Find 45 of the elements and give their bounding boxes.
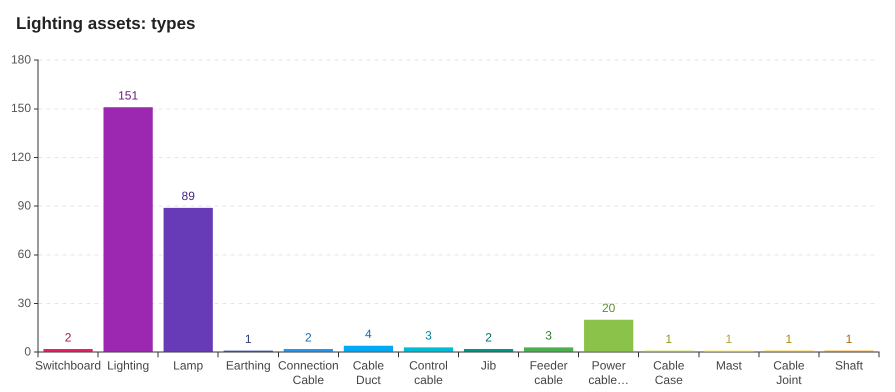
x-tick-label: Switchboard: [35, 358, 102, 373]
bar: [164, 208, 213, 352]
x-tick-label: Lamp: [173, 358, 204, 373]
x-tick-label: Lighting: [107, 358, 150, 373]
x-tick-label: Cable Joint: [773, 358, 805, 388]
bar: [584, 320, 634, 352]
data-label: 2: [485, 330, 492, 344]
data-label: 151: [118, 88, 138, 103]
data-label: 1: [725, 332, 732, 346]
x-tick-label: Cable Duct: [352, 358, 384, 388]
bar: [404, 347, 454, 352]
x-tick-label: Mast: [716, 358, 742, 373]
bar: [43, 348, 93, 352]
data-label: 1: [846, 332, 853, 346]
y-tick-label: 30: [18, 296, 32, 310]
y-tick-label: 120: [10, 150, 32, 164]
bar: [464, 348, 514, 352]
x-tick-label: Earthing: [226, 358, 271, 373]
data-label: 1: [786, 332, 793, 346]
bar: [284, 348, 333, 352]
data-label: 4: [365, 327, 372, 342]
x-tick-label: Cable Case: [653, 358, 685, 388]
y-tick-label: 180: [10, 52, 32, 67]
data-label: 1: [665, 332, 672, 346]
data-label: 2: [304, 330, 312, 344]
y-tick-label: 0: [24, 344, 32, 359]
data-label: 2: [64, 330, 72, 344]
data-label: 1: [244, 332, 252, 346]
x-tick-label: Connection Cable: [278, 358, 339, 388]
y-tick-label: 60: [18, 247, 32, 262]
x-tick-label: Control cable: [409, 358, 448, 388]
data-label: 89: [182, 189, 196, 204]
bar: [344, 346, 394, 352]
y-tick-label: 150: [10, 101, 32, 116]
bar: [524, 347, 574, 352]
x-tick-label: Power cable…: [588, 358, 630, 388]
y-tick-label: 90: [18, 198, 32, 213]
x-tick-label: Jib: [480, 358, 497, 373]
chart-title: Lighting assets: types: [16, 14, 196, 34]
x-tick-label: Shaft: [834, 358, 864, 373]
data-label: 3: [545, 328, 552, 343]
x-tick-label: Feeder cable: [530, 358, 568, 388]
data-label: 20: [602, 301, 616, 316]
bar: [104, 107, 153, 352]
data-label: 3: [425, 328, 432, 343]
